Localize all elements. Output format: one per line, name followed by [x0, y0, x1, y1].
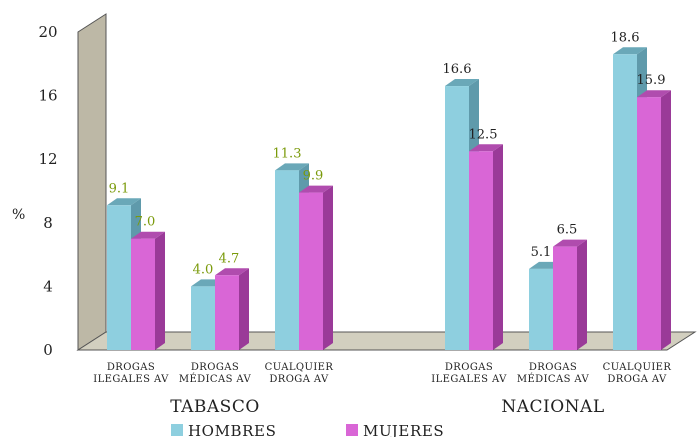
mujeres-bar — [469, 151, 493, 350]
mujeres-bar-side — [155, 231, 165, 350]
group-label: TABASCO — [170, 397, 260, 417]
data-label: 12.5 — [469, 127, 498, 142]
mujeres-bar — [637, 97, 661, 350]
mujeres-bar-top — [299, 185, 333, 193]
y-tick-label: 0 — [43, 341, 53, 359]
category-label: CUALQUIER — [603, 362, 672, 373]
category-label: DROGAS — [445, 362, 493, 373]
legend: HOMBRES MUJERES — [171, 422, 444, 437]
category-label: DROGA AV — [269, 374, 329, 385]
hombres-bar — [445, 86, 469, 350]
category-label: DROGAS — [529, 362, 577, 373]
hombres-bar-top — [445, 79, 479, 87]
side-wall — [77, 13, 107, 351]
y-tick-label: 12 — [38, 150, 57, 168]
legend-label: HOMBRES — [188, 422, 276, 437]
mujeres-bar-top — [131, 231, 165, 239]
data-label: 6.5 — [557, 223, 578, 238]
data-label: 9.1 — [109, 181, 130, 196]
group-labels: TABASCO NACIONAL — [170, 397, 604, 417]
hombres-bar-top — [107, 198, 141, 206]
mujeres-bar-top — [469, 144, 503, 152]
mujeres-bar-side — [577, 239, 587, 350]
hombres-bar-top — [613, 47, 647, 55]
hombres-bar — [191, 286, 215, 350]
data-label: 16.6 — [443, 62, 472, 77]
y-tick-label: 8 — [43, 214, 53, 232]
y-axis-label: % — [12, 207, 25, 223]
category-label: DROGAS — [107, 362, 155, 373]
mujeres-bar-top — [215, 268, 249, 276]
category-label: CUALQUIER — [265, 362, 334, 373]
bars: 9.1 7.0 4.0 4.7 11.39.9 16.6 12.5 5.1 6.5 18.6 15.… — [107, 30, 671, 350]
data-label: 9.9 — [303, 169, 324, 184]
hombres-bar — [275, 170, 299, 350]
data-label: 11.3 — [273, 146, 302, 161]
floor — [76, 331, 697, 351]
data-label: 5.1 — [531, 245, 552, 260]
category-label: DROGAS — [191, 362, 239, 373]
mujeres-bar-side — [493, 144, 503, 350]
data-label: 4.7 — [219, 251, 240, 266]
data-label: 18.6 — [611, 30, 640, 45]
mujeres-bar-top — [553, 239, 587, 247]
hombres-bar-top — [275, 163, 309, 171]
mujeres-bar — [215, 275, 239, 350]
mujeres-bar-top — [637, 90, 671, 98]
mujeres-bar — [299, 192, 323, 350]
hombres-legend-swatch — [171, 424, 183, 436]
category-label: DROGA AV — [607, 374, 667, 385]
y-tick-label: 20 — [38, 23, 57, 41]
category-label: MÉDICAS AV — [517, 373, 590, 385]
data-label: 15.9 — [637, 73, 666, 88]
mujeres-bar — [553, 246, 577, 350]
hombres-bar — [107, 205, 131, 350]
category-label: ILEGALES AV — [431, 374, 507, 385]
category-label: MÉDICAS AV — [179, 373, 252, 385]
hombres-bar — [529, 268, 553, 350]
data-label: 4.0 — [193, 262, 214, 277]
hombres-bar — [613, 54, 637, 350]
group-label: NACIONAL — [501, 397, 604, 417]
mujeres-bar-side — [239, 268, 249, 350]
y-tick-label: 4 — [43, 277, 53, 295]
category-label: ILEGALES AV — [93, 374, 169, 385]
y-axis: 0 4 8 12 16 20 — [38, 23, 57, 359]
mujeres-bar — [131, 238, 155, 350]
data-label: 7.0 — [135, 215, 156, 230]
chart-walls — [76, 13, 697, 351]
mujeres-legend-swatch — [346, 424, 358, 436]
mujeres-bar-side — [661, 90, 671, 350]
mujeres-bar-side — [323, 185, 333, 350]
legend-label: MUJERES — [363, 422, 444, 437]
y-tick-label: 16 — [38, 87, 57, 105]
